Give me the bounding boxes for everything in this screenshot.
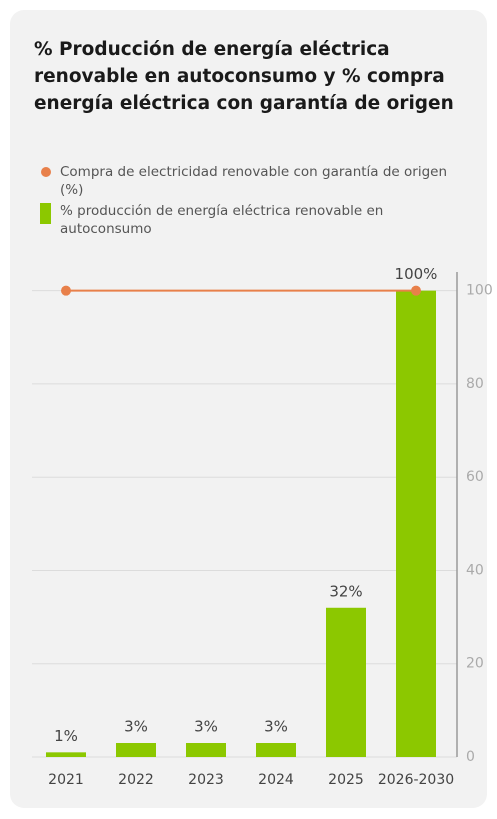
line-marker <box>61 285 71 296</box>
x-tick-label: 2021 <box>48 772 84 788</box>
bar <box>256 743 296 757</box>
x-tick-label: 2023 <box>188 772 224 788</box>
data-label: 3% <box>194 718 218 736</box>
data-label: 3% <box>264 718 288 736</box>
bar <box>186 743 226 757</box>
legend-label: % producción de energía eléctrica renova… <box>60 203 384 237</box>
x-tick-label: 2024 <box>258 772 294 788</box>
line-marker <box>411 285 421 296</box>
y-tick-label: 0 <box>466 749 475 765</box>
data-label: 3% <box>124 718 148 736</box>
y-tick-label: 80 <box>466 376 484 392</box>
bar <box>326 607 366 757</box>
y-tick-label: 20 <box>466 656 484 672</box>
legend-label: Compra de electricidad renovable con gar… <box>60 164 448 198</box>
x-tick-label: 2025 <box>328 772 364 788</box>
y-tick-label: 60 <box>466 469 484 485</box>
legend-swatch-bar <box>40 203 51 224</box>
y-tick-label: 40 <box>466 562 484 578</box>
data-label: 100% <box>395 265 438 283</box>
bar <box>116 743 156 757</box>
legend-swatch-line <box>41 167 51 177</box>
bar <box>46 752 86 757</box>
y-tick-label: 100 <box>466 283 493 299</box>
bar <box>396 290 436 757</box>
x-tick-label: 2026-2030 <box>378 772 454 788</box>
data-label: 1% <box>54 727 78 745</box>
chart-title: % Producción de energía eléctrica renova… <box>34 39 454 114</box>
x-tick-label: 2022 <box>118 772 154 788</box>
data-label: 32% <box>329 582 362 600</box>
